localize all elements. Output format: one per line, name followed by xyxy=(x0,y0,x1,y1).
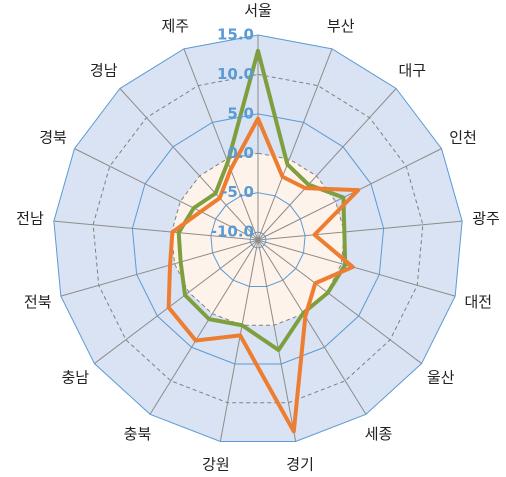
spoke xyxy=(94,239,259,364)
spoke xyxy=(257,239,367,415)
category-label: 강원 xyxy=(202,456,230,473)
category-label: 전남 xyxy=(16,209,44,227)
spoke xyxy=(53,220,259,241)
category-label: 부산 xyxy=(327,17,355,35)
series-line xyxy=(176,48,348,353)
spoke xyxy=(183,48,259,241)
y-tick-label: 10.0 xyxy=(217,65,254,83)
spoke xyxy=(257,88,397,241)
spoke xyxy=(74,148,259,241)
category-label: 충남 xyxy=(61,369,89,387)
category-label: 경북 xyxy=(39,128,67,146)
category-label: 경남 xyxy=(90,61,118,79)
category-label: 세종 xyxy=(365,425,393,443)
category-label: 전북 xyxy=(24,293,52,311)
spoke xyxy=(257,220,463,241)
y-tick-label: 5.0 xyxy=(227,104,254,122)
category-label: 울산 xyxy=(427,369,455,387)
category-label: 경기 xyxy=(286,456,314,473)
category-label: 제주 xyxy=(161,17,189,35)
y-tick-label: -5.0 xyxy=(221,183,254,201)
category-label: 대구 xyxy=(398,61,426,79)
spoke xyxy=(219,239,259,442)
category-label: 충북 xyxy=(124,425,152,443)
spoke xyxy=(60,239,259,297)
grid-ring xyxy=(92,73,424,404)
spoke xyxy=(257,48,333,241)
spoke xyxy=(257,148,442,241)
y-tick-label: -10.0 xyxy=(211,223,254,241)
grid-ring xyxy=(53,34,463,443)
category-label: 광주 xyxy=(472,209,500,227)
spoke xyxy=(257,239,422,364)
series-line xyxy=(166,116,361,434)
y-tick-label: 15.0 xyxy=(217,26,254,44)
spoke xyxy=(257,239,456,297)
spoke xyxy=(119,88,259,241)
y-tick-label: 0.0 xyxy=(227,144,254,162)
category-label: 대전 xyxy=(464,293,492,311)
category-label: 서울 xyxy=(244,2,272,20)
spoke xyxy=(149,239,259,415)
grid-ring xyxy=(171,152,345,326)
grid-ring xyxy=(210,192,306,288)
spoke xyxy=(257,239,297,442)
category-label: 인천 xyxy=(449,128,477,146)
